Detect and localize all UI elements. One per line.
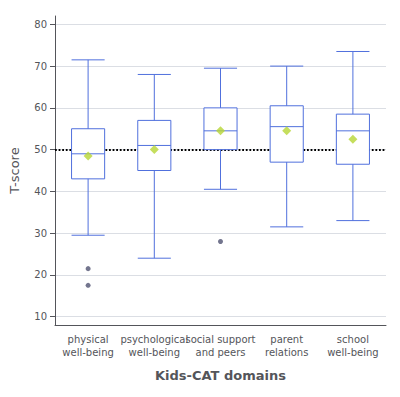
svg-text:80: 80 bbox=[34, 19, 47, 30]
svg-text:well-being: well-being bbox=[62, 347, 113, 358]
svg-text:social support: social support bbox=[185, 334, 255, 345]
svg-text:and peers: and peers bbox=[196, 347, 246, 358]
svg-text:school: school bbox=[337, 334, 369, 345]
svg-text:10: 10 bbox=[34, 311, 47, 322]
svg-text:parent: parent bbox=[270, 334, 303, 345]
svg-text:70: 70 bbox=[34, 61, 47, 72]
svg-text:well-being: well-being bbox=[327, 347, 378, 358]
svg-text:60: 60 bbox=[34, 102, 47, 113]
svg-text:physical: physical bbox=[68, 334, 109, 345]
svg-text:20: 20 bbox=[34, 269, 47, 280]
svg-text:well-being: well-being bbox=[129, 347, 180, 358]
svg-text:50: 50 bbox=[34, 144, 47, 155]
svg-text:relations: relations bbox=[265, 347, 308, 358]
svg-text:40: 40 bbox=[34, 186, 47, 197]
svg-text:30: 30 bbox=[34, 228, 47, 239]
svg-text:T-score: T-score bbox=[7, 147, 22, 194]
svg-text:psychological: psychological bbox=[120, 334, 188, 345]
svg-text:Kids-CAT domains: Kids-CAT domains bbox=[155, 368, 286, 383]
